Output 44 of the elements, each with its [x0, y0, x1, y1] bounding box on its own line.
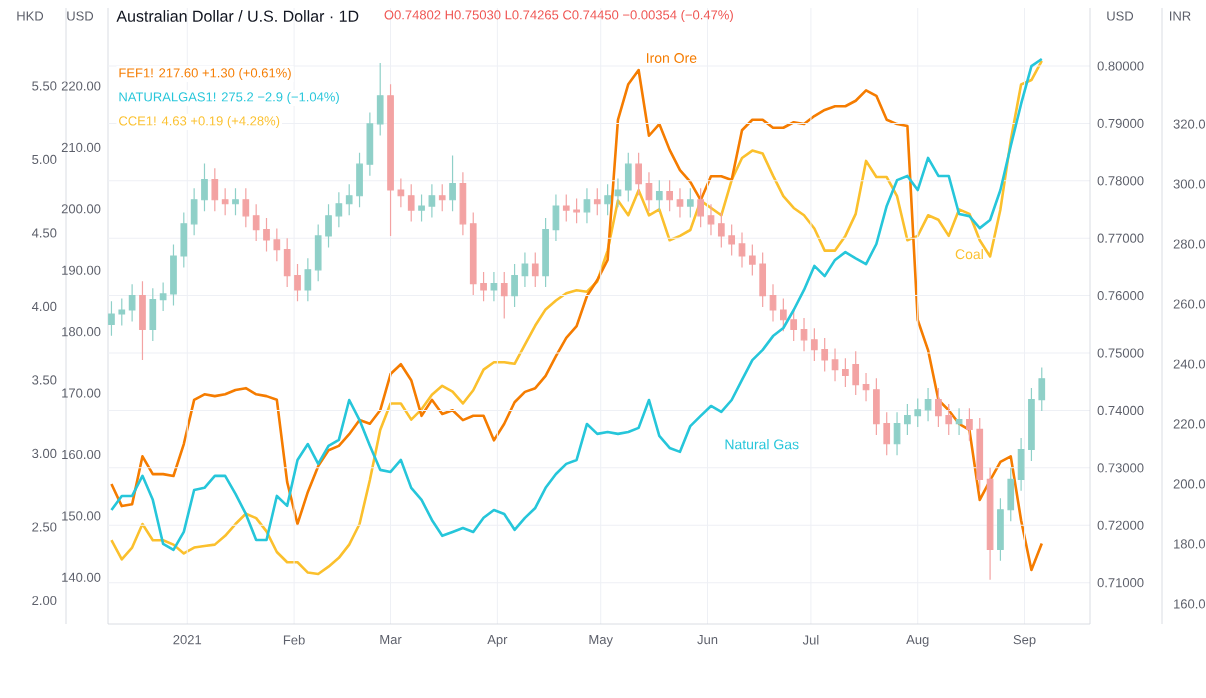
candlestick: [128, 283, 136, 323]
candlestick: [232, 187, 239, 216]
candlestick: [624, 152, 632, 203]
candlestick: [697, 187, 705, 228]
candlestick: [645, 171, 653, 212]
candlestick: [438, 183, 446, 212]
candlestick: [531, 251, 539, 288]
candlestick: [862, 372, 870, 402]
candlestick: [139, 280, 146, 361]
candlestick: [676, 187, 684, 219]
candlestick: [800, 317, 808, 352]
candlestick: [552, 193, 560, 242]
candlestick: [635, 152, 642, 196]
candlestick: [593, 187, 601, 216]
candlestick: [893, 411, 901, 456]
candlestick: [707, 203, 715, 236]
candlestick: [604, 183, 611, 216]
candlestick: [924, 387, 932, 422]
candlestick: [542, 217, 549, 288]
candlestick: [376, 62, 384, 137]
candlestick: [686, 187, 694, 219]
candlestick: [304, 257, 312, 302]
candlestick: [614, 177, 622, 208]
candlestick: [1017, 437, 1025, 492]
candlestick: [459, 171, 467, 236]
candlestick: [583, 187, 591, 224]
candlestick: [221, 187, 229, 216]
candlestick: [666, 179, 673, 212]
candlestick: [211, 167, 219, 212]
candlestick: [955, 407, 963, 436]
candlestick: [986, 467, 994, 581]
candlestick: [769, 283, 777, 323]
candlestick: [149, 287, 157, 342]
candlestick: [407, 183, 415, 223]
candlestick: [511, 263, 518, 308]
candlestick: [242, 187, 250, 228]
candlestick: [521, 251, 529, 288]
candlestick: [490, 271, 498, 302]
candlestick: [655, 179, 663, 212]
chart-title: Australian Dollar / U.S. Dollar · 1D: [116, 10, 359, 22]
candlestick: [738, 231, 746, 269]
candlestick: [500, 271, 508, 320]
candlestick: [449, 154, 456, 212]
candlestick: [831, 347, 839, 382]
